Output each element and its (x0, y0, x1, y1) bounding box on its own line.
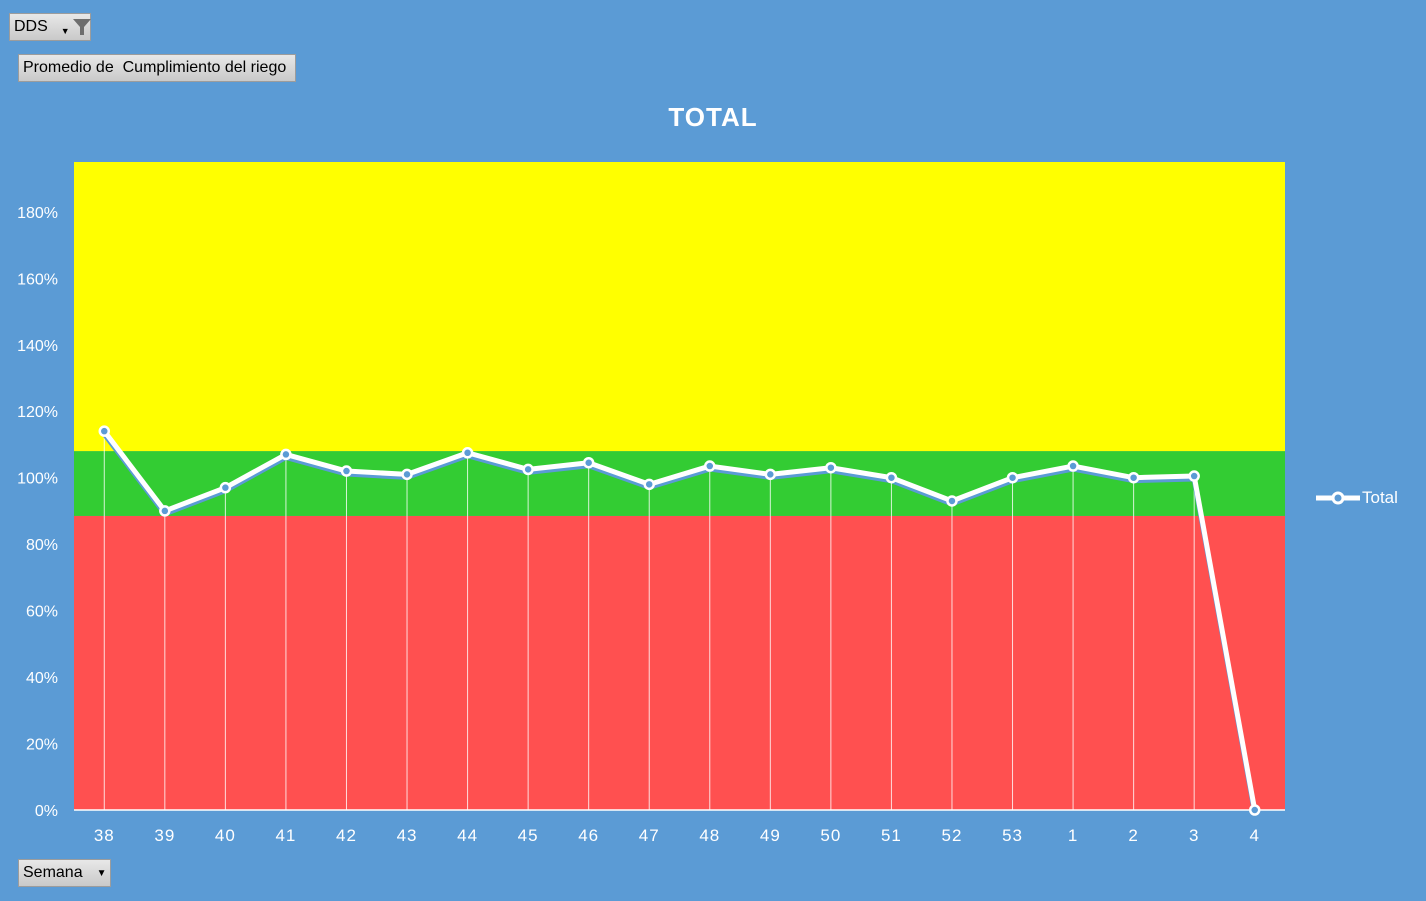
data-point[interactable] (1006, 471, 1019, 484)
data-point[interactable] (1188, 470, 1200, 482)
chart-title: TOTAL (668, 102, 758, 132)
y-tick-label: 20% (26, 737, 58, 754)
x-tick-label: 49 (760, 826, 781, 845)
x-tick-label: 51 (881, 826, 902, 845)
x-tick-label: 38 (94, 826, 115, 845)
x-tick-label: 2 (1128, 826, 1138, 845)
x-tick-label: 50 (820, 826, 841, 845)
legend-label-total: Total (1362, 488, 1398, 507)
data-point[interactable] (582, 456, 595, 469)
x-tick-label: 41 (275, 826, 296, 845)
value-field-button[interactable]: Promedio de Cumplimiento del riego (18, 54, 296, 82)
dds-filter-label: DDS (14, 18, 48, 35)
data-point[interactable] (643, 478, 655, 491)
data-point[interactable] (764, 468, 777, 481)
threshold-bands (74, 162, 1285, 810)
series-line-total (102, 429, 1258, 811)
band-1 (74, 451, 1285, 516)
series-line-shadow (102, 432, 1258, 814)
data-point[interactable] (159, 505, 171, 517)
band-2 (74, 162, 1285, 452)
x-tick-label: 53 (1002, 826, 1023, 845)
dds-filter-button[interactable]: DDS ▼ (9, 13, 91, 41)
band-0 (74, 515, 1285, 810)
drop-lines (103, 431, 1195, 810)
x-axis-ticks: 38 39 40 41 42 43 44 45 46 47 48 49 50 51 52 53 1 2 3 4 (94, 826, 1259, 845)
data-point[interactable] (98, 425, 111, 437)
x-tick-label: 52 (942, 826, 963, 845)
y-axis-ticks: 0% 20% 40% 60% 80% 100% 120% 140% 160% 180% (17, 205, 58, 820)
data-point[interactable] (1248, 804, 1261, 816)
y-tick-label: 120% (17, 404, 58, 421)
chart-legend: Total (1314, 488, 1398, 508)
y-tick-label: 60% (26, 604, 58, 621)
value-field-label: Promedio de Cumplimiento del riego (23, 59, 287, 76)
y-tick-label: 80% (26, 537, 58, 554)
x-tick-label: 39 (154, 826, 175, 845)
x-tick-label: 40 (215, 826, 236, 845)
data-point[interactable] (1127, 471, 1140, 484)
x-tick-label: 4 (1249, 826, 1259, 845)
y-tick-label: 100% (17, 471, 58, 488)
semana-axis-button[interactable]: Semana ▼ (18, 859, 111, 887)
x-tick-label: 44 (457, 826, 478, 845)
y-tick-label: 180% (17, 205, 58, 222)
series-total (98, 425, 1261, 816)
x-tick-label: 43 (397, 826, 418, 845)
semana-axis-label: Semana (23, 864, 83, 881)
data-point[interactable] (522, 463, 534, 476)
x-tick-label: 3 (1189, 826, 1199, 845)
data-point[interactable] (1067, 460, 1079, 472)
data-point[interactable] (219, 481, 232, 494)
data-point[interactable] (280, 448, 292, 461)
x-tick-label: 1 (1068, 826, 1078, 845)
data-point[interactable] (340, 465, 353, 477)
y-tick-label: 140% (17, 338, 58, 355)
x-tick-label: 48 (699, 826, 720, 845)
dropdown-arrow-icon: ▼ (96, 867, 107, 879)
dropdown-arrow-icon: ▼ (60, 26, 70, 36)
y-tick-label: 40% (26, 670, 58, 687)
filter-icon (72, 17, 92, 37)
data-point[interactable] (946, 495, 958, 507)
x-tick-label: 42 (336, 826, 357, 845)
y-tick-label: 0% (35, 803, 58, 820)
x-tick-label: 45 (518, 826, 539, 845)
data-point[interactable] (401, 468, 413, 481)
y-tick-label: 160% (17, 271, 58, 288)
data-point[interactable] (461, 447, 474, 459)
data-point[interactable] (704, 460, 716, 472)
legend-line-marker-icon (1314, 488, 1362, 508)
x-tick-label: 46 (578, 826, 599, 845)
x-tick-label: 47 (639, 826, 660, 845)
data-point[interactable] (825, 461, 837, 474)
data-point[interactable] (885, 471, 898, 484)
